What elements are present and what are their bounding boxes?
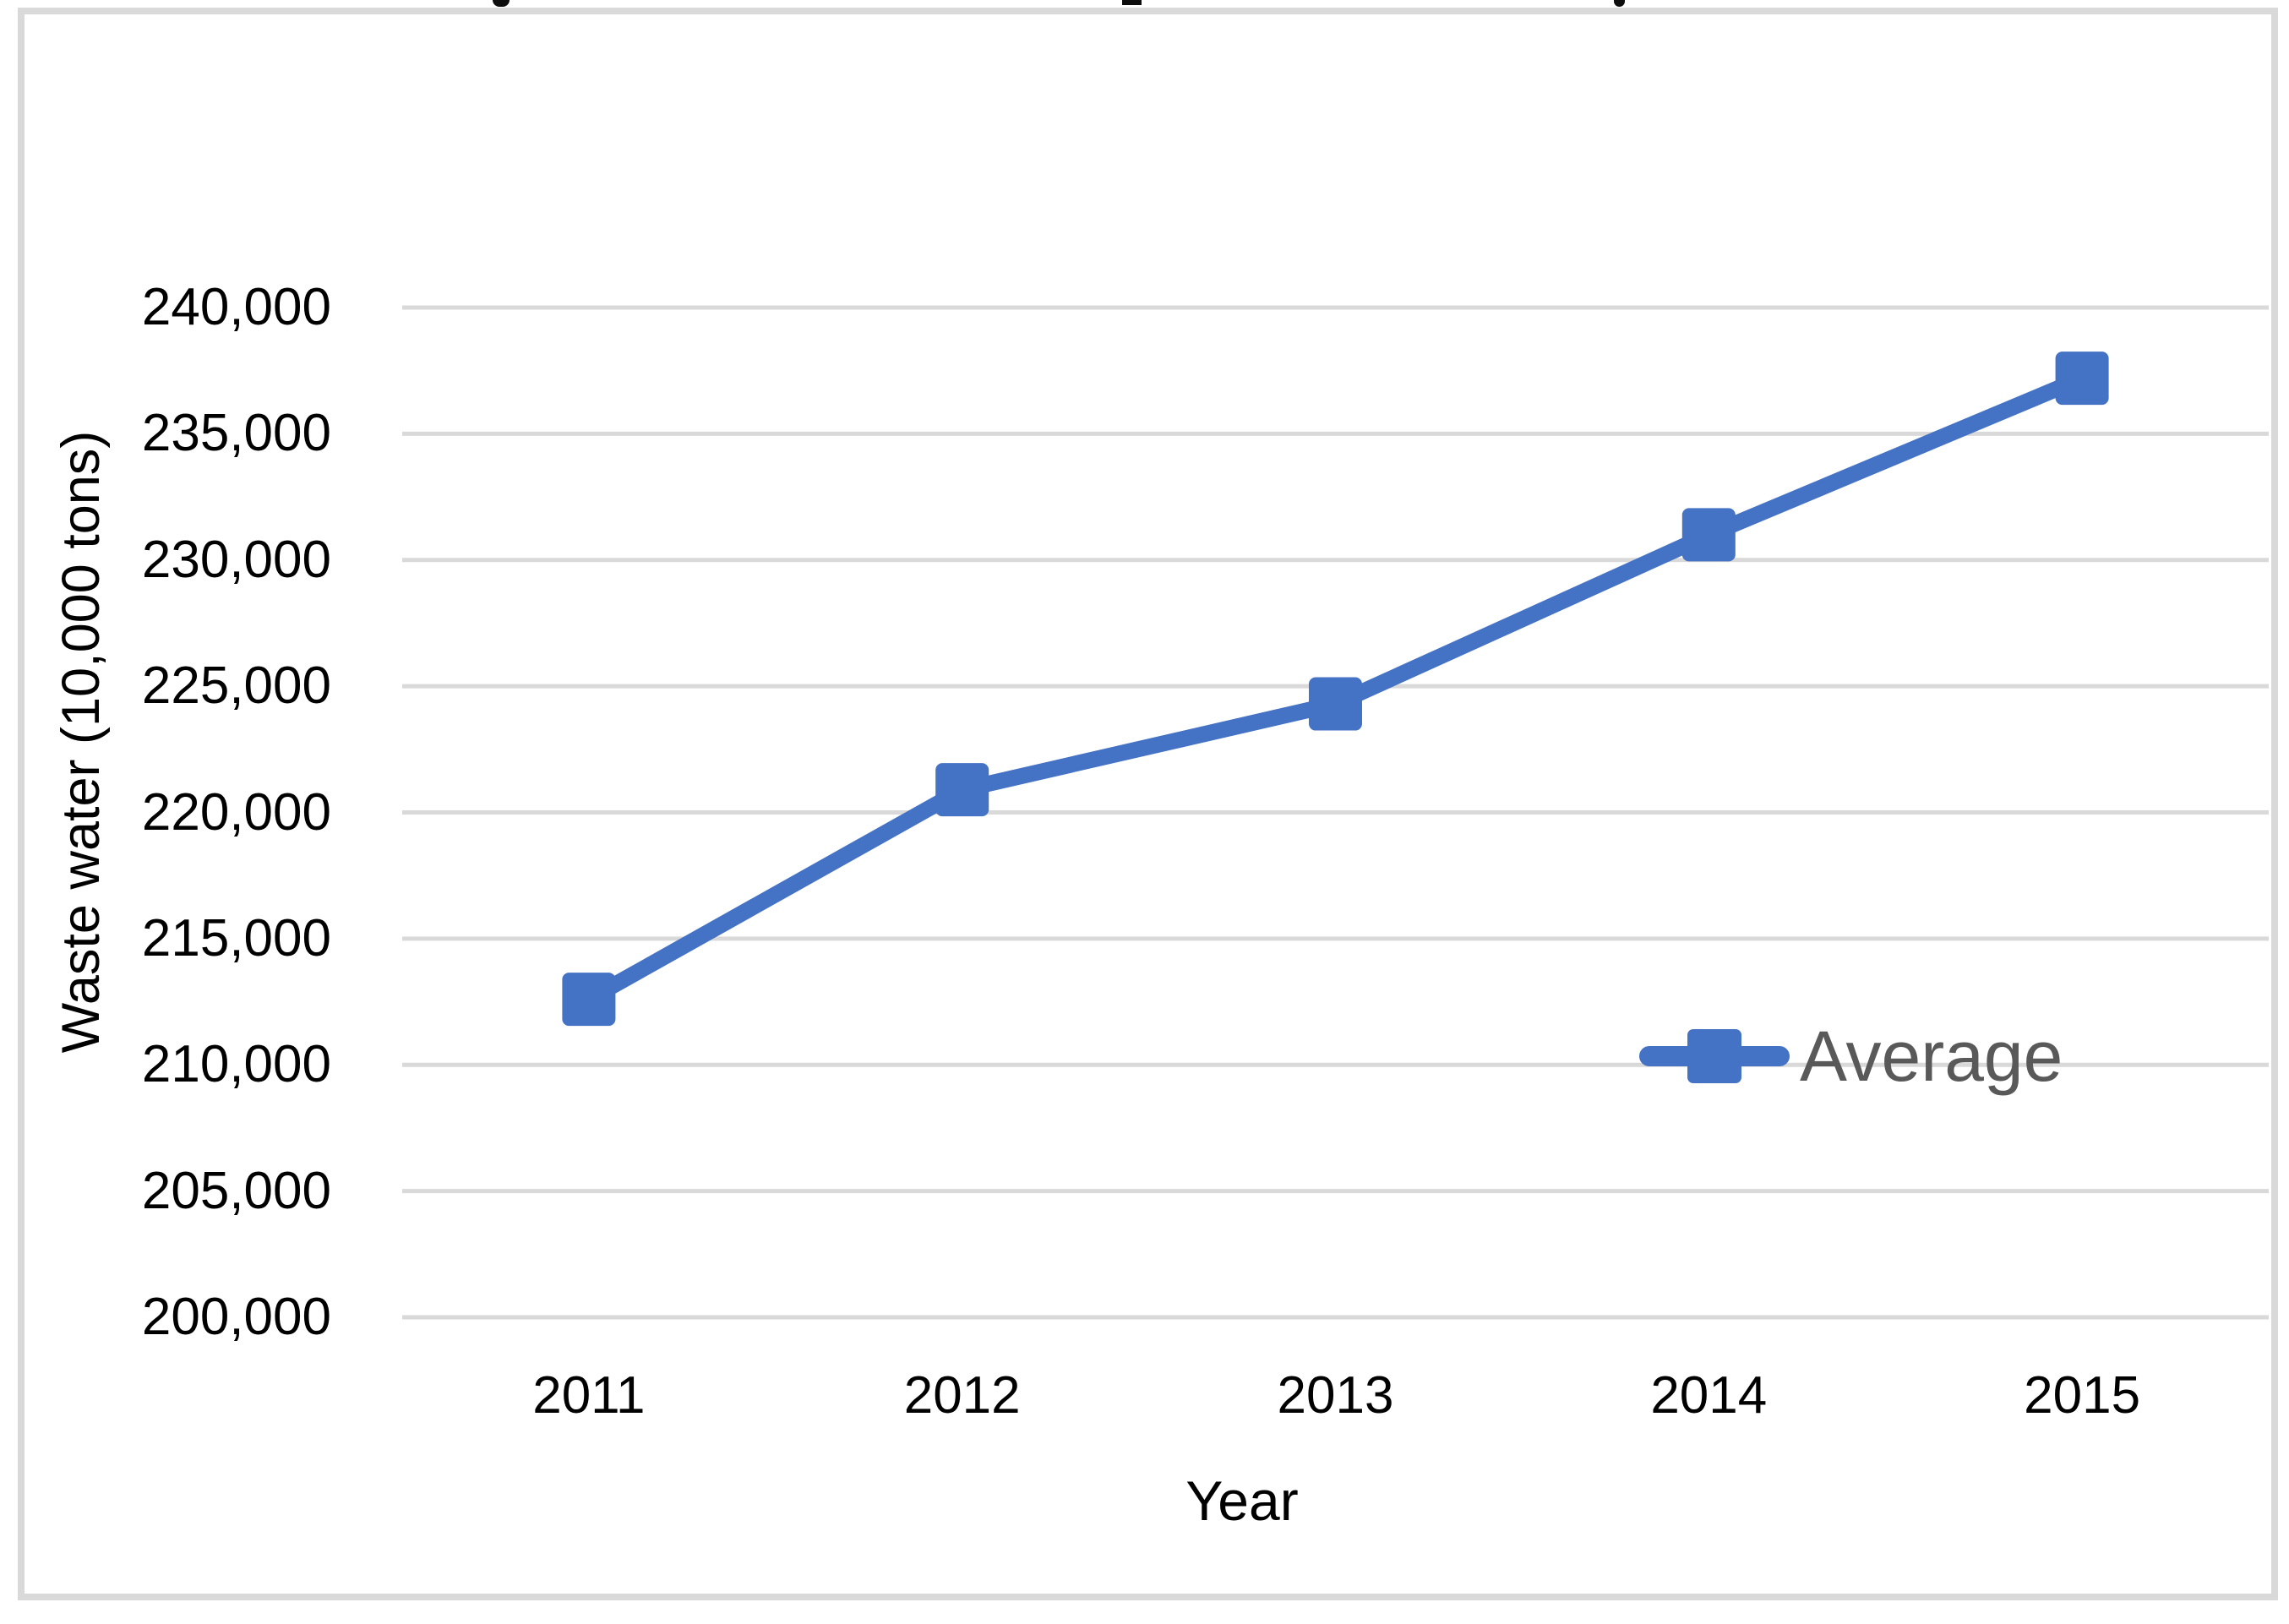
- x-tick-label: 2013: [1277, 1366, 1394, 1425]
- y-tick-label: 240,000: [141, 278, 331, 336]
- x-tick-label: 2011: [532, 1366, 646, 1425]
- y-tick-label: 225,000: [141, 657, 331, 716]
- series-marker: [935, 763, 989, 817]
- series-marker: [1681, 508, 1736, 562]
- cropped-title-descender: [1122, 0, 1142, 5]
- legend-label: Average: [1800, 1016, 2063, 1096]
- y-tick-label: 200,000: [141, 1288, 331, 1346]
- y-tick-label: 220,000: [141, 782, 331, 842]
- cropped-title-descender: [493, 0, 510, 7]
- x-tick-label: 2014: [1650, 1366, 1768, 1425]
- y-tick-label: 235,000: [141, 404, 331, 463]
- series-marker: [562, 973, 616, 1027]
- y-tick-label: 205,000: [141, 1161, 331, 1220]
- y-tick-label: 210,000: [141, 1035, 331, 1094]
- y-tick-label: 230,000: [141, 530, 331, 589]
- x-tick-label: 2012: [903, 1366, 1021, 1425]
- y-axis-title: Waste water (10,000 tons): [52, 430, 111, 1054]
- series-marker: [2055, 352, 2109, 406]
- x-tick-label: 2015: [2024, 1366, 2141, 1425]
- chart-border-frame: [18, 8, 2278, 1600]
- series-marker: [1309, 677, 1362, 731]
- cropped-title-descender: [1614, 0, 1625, 7]
- x-axis-title: Year: [1185, 1469, 1299, 1532]
- legend-square-marker: [1687, 1029, 1741, 1083]
- y-tick-label: 215,000: [141, 908, 331, 967]
